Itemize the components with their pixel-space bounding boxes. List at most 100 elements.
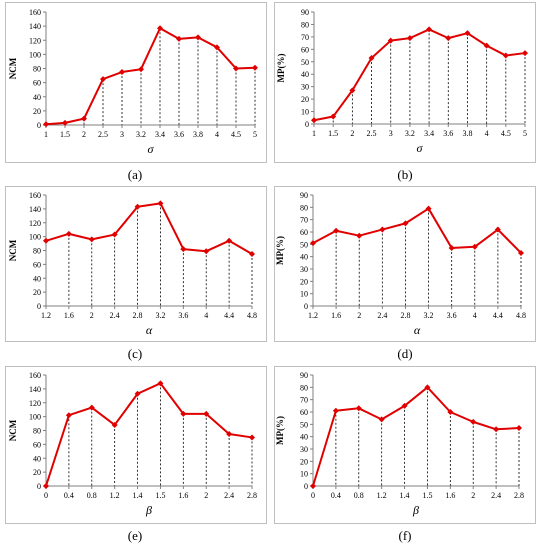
y-tick-label-b: 80 [301,20,309,29]
y-tick-label-b: 60 [301,45,309,54]
x-tick-label-f: 1.5 [422,491,432,500]
data-point-e [88,404,95,411]
panel-a-label: (a) [127,167,143,182]
x-tick-label-c: 4.8 [247,311,257,320]
y-tick-label-b: 10 [301,108,309,117]
data-point-d [310,240,316,247]
data-point-a [119,69,125,76]
data-point-f [401,402,408,409]
data-point-c [65,230,72,237]
y-tick-label-a: 140 [29,22,41,31]
y-tick-label-a: 80 [33,65,41,74]
y-tick-label-a: 20 [33,107,41,116]
panel-c-label: (c) [127,346,143,361]
y-tick-label-b: 20 [301,95,309,104]
data-point-b [387,37,394,44]
panel-f-label: (f) [398,528,412,543]
y-tick-label-f: 0 [304,482,308,491]
panel-a-frame [5,2,267,163]
data-point-c [203,248,210,255]
x-tick-label-d: 3.6 [447,311,457,320]
x-tick-label-b: 4 [485,129,489,138]
data-point-e [203,410,210,417]
x-tick-label-a: 3 [120,130,124,139]
x-tick-label-c: 3.6 [178,311,188,320]
y-tick-label-f: 20 [300,457,308,466]
x-tick-label-b: 4.5 [501,129,511,138]
y-tick-label-c: 0 [37,302,41,311]
y-axis-title-a: NCM [8,57,18,79]
data-point-f [332,407,339,414]
chart-e: 0 20 40 60 80 100 120 140 160 0 0.4 0.8 1.2 1.4 1.5 1.6… [8,371,257,517]
y-tick-label-b: 0 [305,120,309,129]
series-line-f [312,386,520,487]
data-point-a [176,35,182,42]
y-tick-label-c: 40 [33,274,41,283]
series-line-e [45,382,253,487]
data-point-a [43,121,49,128]
x-tick-label-b: 2 [350,129,354,138]
x-tick-label-e: 2 [204,491,208,500]
x-tick-label-e: 2.8 [247,491,257,500]
data-point-d [333,227,340,234]
y-tick-label-d: 60 [300,228,308,237]
y-tick-label-d: 90 [300,191,308,200]
y-tick-label-e: 80 [33,427,41,436]
x-tick-label-b: 3.8 [462,129,472,138]
y-tick-label-d: 10 [300,290,308,299]
data-point-d [471,243,478,250]
panel-f-frame [274,366,536,524]
x-tick-label-f: 0.8 [354,491,364,500]
y-axis-title-e: NCM [8,419,18,441]
x-tick-label-d: 1.2 [308,311,318,320]
x-tick-label-a: 1 [44,130,48,139]
x-tick-label-f: 2.4 [491,491,501,500]
x-tick-label-b: 3 [389,129,393,138]
data-point-f [470,418,477,425]
x-tick-label-b: 3.2 [405,129,415,138]
x-tick-label-f: 0.4 [331,491,341,500]
data-point-e [43,483,49,489]
data-point-a [81,115,87,122]
panel-b-frame [274,2,536,163]
x-tick-label-f: 1.4 [400,491,410,500]
x-tick-label-a: 4.5 [231,130,241,139]
x-tick-label-a: 2 [82,130,86,139]
data-point-e [157,380,164,387]
x-tick-label-a: 5 [253,130,257,139]
data-point-b [426,26,433,33]
y-tick-label-e: 40 [33,454,41,463]
y-tick-label-e: 60 [33,440,41,449]
panel-d-frame [274,186,536,342]
data-point-c [249,250,255,257]
x-tick-label-e: 1.4 [133,491,143,500]
x-tick-label-e: 2.4 [224,491,234,500]
y-tick-label-f: 90 [300,371,308,380]
y-tick-label-c: 60 [33,260,41,269]
x-tick-label-c: 4.4 [224,311,234,320]
data-point-a [214,44,220,51]
y-tick-label-a: 40 [33,93,41,102]
y-tick-label-b: 70 [301,33,309,42]
y-tick-label-f: 40 [300,433,308,442]
x-tick-label-e: 0.4 [64,491,74,500]
y-tick-label-d: 70 [300,216,308,225]
data-point-d [425,205,432,212]
data-point-e [111,421,118,428]
data-point-f [493,426,500,433]
data-point-d [356,232,363,239]
x-tick-label-a: 3.6 [174,130,184,139]
data-point-d [448,245,455,252]
data-point-f [310,483,316,489]
y-tick-label-c: 160 [29,191,41,200]
y-tick-label-c: 20 [33,288,41,297]
x-axis-title-d: α [414,323,421,337]
x-tick-label-e: 0.8 [87,491,97,500]
data-point-a [252,64,258,71]
x-tick-label-b: 5 [523,129,527,138]
y-tick-label-f: 30 [300,445,308,454]
x-tick-label-b: 2.5 [367,129,377,138]
series-line-c [45,202,253,255]
data-point-b [368,55,375,62]
data-point-b [330,113,337,120]
